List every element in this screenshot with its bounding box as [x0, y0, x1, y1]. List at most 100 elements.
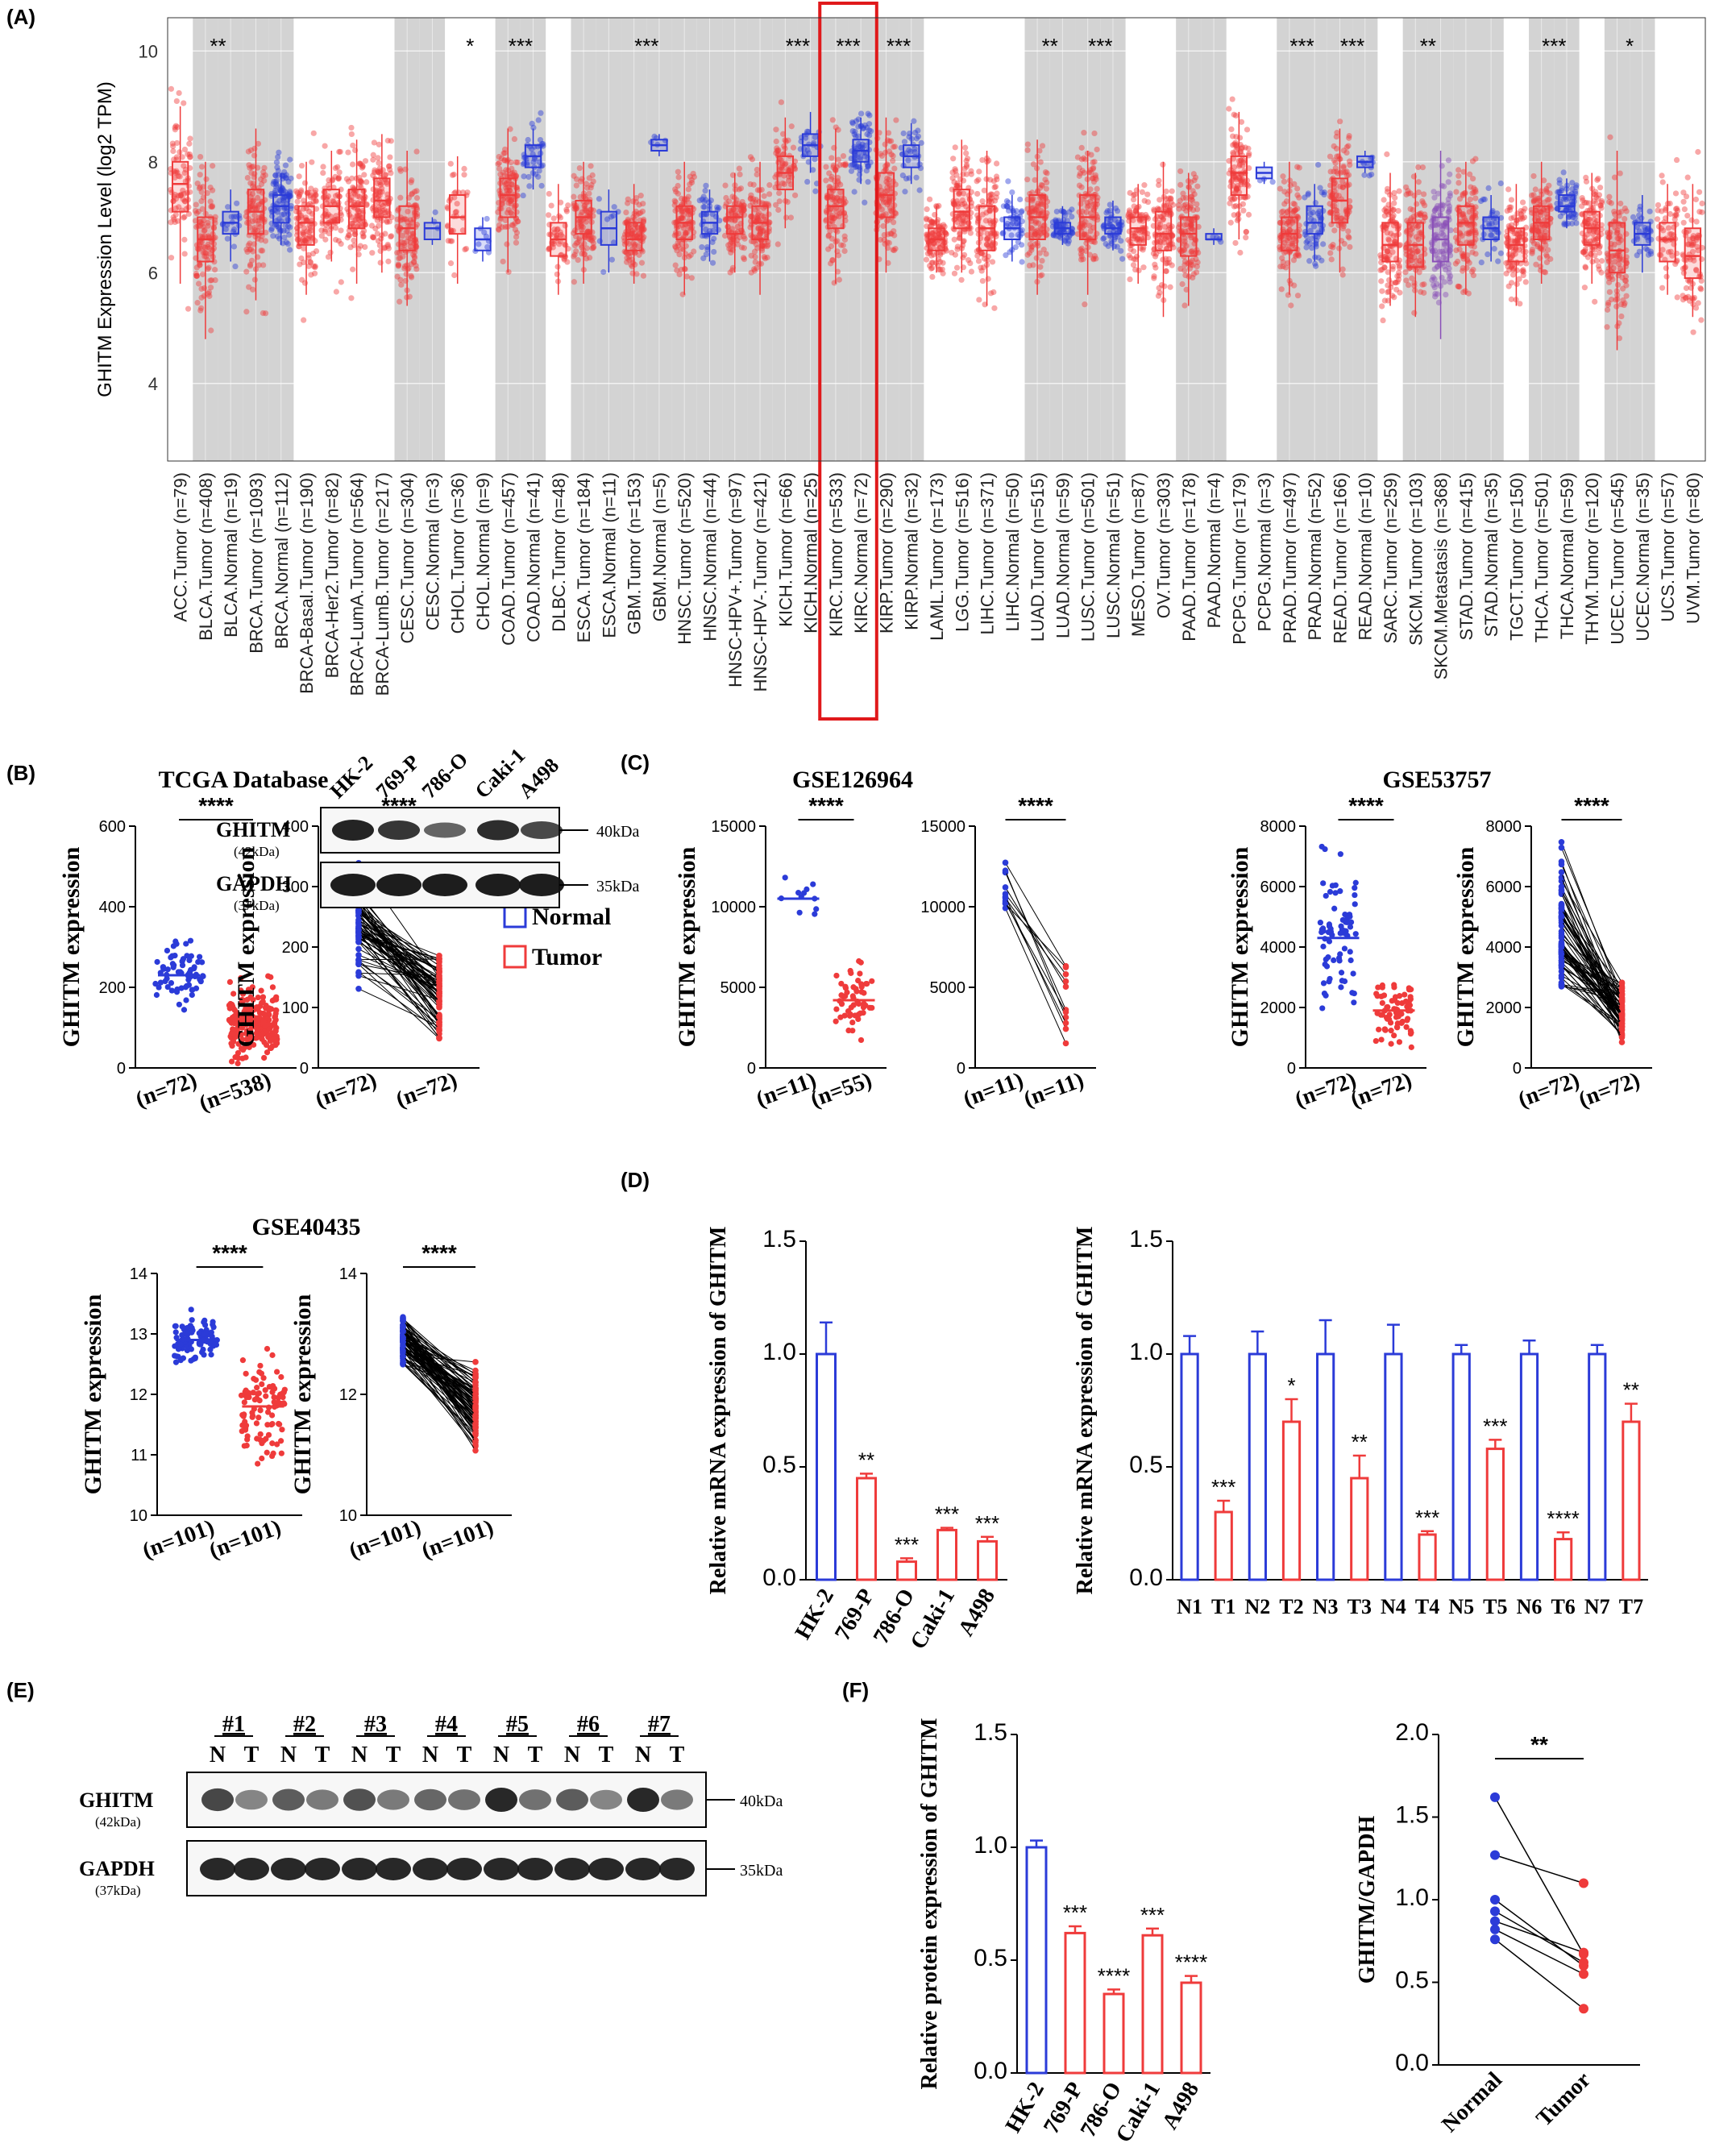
data-point	[1092, 172, 1098, 178]
data-point	[243, 247, 250, 253]
data-point	[172, 127, 178, 133]
data-point	[1333, 145, 1340, 152]
x-tick-label-a: KIRP.Tumor (n=290)	[876, 472, 896, 634]
data-point	[928, 265, 935, 272]
data-point	[168, 255, 175, 261]
data-point	[1569, 214, 1576, 221]
data-point	[571, 193, 577, 200]
box	[1381, 222, 1399, 263]
data-point	[1393, 286, 1400, 293]
data-point	[1520, 268, 1527, 275]
data-point	[1081, 130, 1087, 136]
data-point	[1377, 267, 1384, 273]
data-point	[1468, 268, 1475, 275]
data-point	[193, 272, 200, 279]
data-point	[608, 256, 615, 263]
data-point	[1039, 143, 1046, 149]
data-point	[244, 174, 251, 181]
x-tick-label-a: LIHC.Tumor (n=371)	[978, 472, 998, 635]
data-point	[382, 231, 388, 237]
data-point	[1346, 132, 1352, 139]
data-point	[308, 234, 315, 241]
data-point	[1030, 262, 1036, 268]
data-point	[728, 246, 734, 253]
data-point	[1126, 207, 1133, 214]
data-point	[255, 221, 262, 227]
data-point	[923, 256, 930, 263]
data-point	[701, 204, 708, 210]
panel-label-C: (C)	[621, 750, 650, 775]
data-point	[388, 138, 394, 144]
data-point	[1190, 262, 1196, 268]
data-point	[1545, 247, 1551, 253]
data-point	[991, 184, 998, 191]
data-point	[636, 210, 642, 217]
data-point	[828, 155, 835, 161]
data-point	[197, 172, 203, 178]
data-point	[752, 259, 758, 265]
data-point	[1460, 268, 1466, 274]
data-point	[1330, 242, 1336, 248]
data-point	[1245, 211, 1252, 218]
data-point	[1294, 185, 1301, 192]
data-point	[785, 137, 791, 143]
box	[171, 160, 189, 213]
data-point	[505, 268, 512, 276]
data-point	[254, 205, 261, 211]
data-point	[629, 198, 637, 205]
data-point	[1280, 173, 1286, 180]
x-tick-label-a: COAD.Normal (n=41)	[524, 472, 544, 642]
data-point	[975, 258, 982, 264]
data-point	[247, 261, 254, 268]
data-point	[496, 226, 502, 232]
data-point	[181, 146, 189, 153]
data-point	[702, 188, 708, 194]
data-point	[1342, 169, 1348, 176]
data-point	[1141, 182, 1148, 189]
data-point	[1396, 272, 1402, 279]
data-point	[1136, 268, 1142, 274]
data-point	[280, 187, 287, 193]
data-point	[187, 154, 193, 160]
data-point	[1027, 241, 1033, 247]
data-point	[512, 220, 518, 226]
data-point	[1019, 259, 1025, 265]
data-point	[976, 168, 982, 175]
data-point	[300, 236, 306, 243]
data-point	[1167, 284, 1173, 290]
data-point	[281, 172, 288, 179]
data-point	[685, 186, 691, 193]
data-point	[1296, 194, 1302, 201]
data-point	[258, 237, 264, 243]
data-point	[288, 175, 294, 181]
data-point	[576, 164, 583, 172]
data-point	[930, 251, 937, 258]
data-point	[1604, 324, 1610, 330]
data-point	[994, 190, 1000, 197]
data-point	[312, 187, 319, 193]
x-tick-label-a: PCPG.Normal (n=3)	[1255, 472, 1275, 631]
data-point	[273, 184, 280, 190]
data-point	[1491, 246, 1497, 252]
data-point	[376, 222, 382, 229]
data-point	[413, 194, 421, 201]
data-point	[210, 187, 216, 193]
box	[1457, 205, 1475, 246]
data-point	[1620, 297, 1626, 304]
data-point	[310, 130, 317, 136]
data-point	[1152, 253, 1159, 260]
data-point	[408, 274, 415, 280]
panel-label-B: (B)	[6, 761, 35, 785]
x-tick-label-a: DLBC.Tumor (n=48)	[549, 472, 569, 632]
data-point	[1340, 223, 1347, 230]
data-point	[1582, 264, 1588, 270]
data-point	[853, 133, 859, 140]
data-point	[1529, 246, 1536, 253]
data-point	[201, 249, 208, 255]
box	[272, 194, 290, 224]
data-point	[1390, 212, 1397, 218]
x-tick-label-a: PAAD.Normal (n=4)	[1204, 472, 1224, 628]
data-point	[513, 234, 520, 240]
data-point	[255, 201, 262, 208]
data-point	[773, 127, 779, 133]
